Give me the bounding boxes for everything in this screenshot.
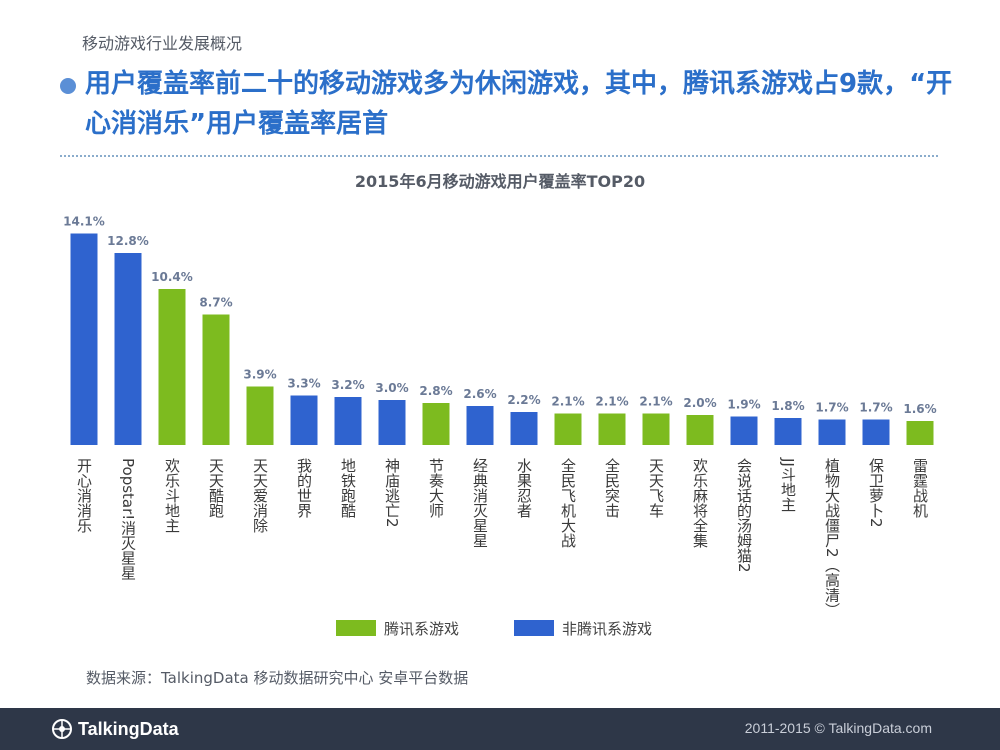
category-label-5: 天天爱消除 bbox=[251, 458, 269, 533]
legend-item-tencent: 腾讯系游戏 bbox=[336, 616, 459, 640]
value-label-15: 2.0% bbox=[683, 396, 716, 410]
value-label-4: 8.7% bbox=[199, 296, 232, 310]
category-label-19: 保卫萝卜2 bbox=[867, 458, 885, 528]
category-label-7: 地铁跑酷 bbox=[339, 458, 357, 518]
footer-logo-text: TalkingData bbox=[78, 718, 179, 739]
category-label-3: 欢乐斗地主 bbox=[163, 458, 181, 533]
value-label-17: 1.8% bbox=[771, 399, 804, 413]
footer: TalkingData 2011-2015 © TalkingData.com bbox=[0, 708, 1000, 750]
category-label-16: 会说话的汤姆猫2 bbox=[735, 458, 753, 573]
bar-18 bbox=[818, 419, 846, 445]
category-label-9: 节奏大师 bbox=[427, 458, 445, 518]
bar-3 bbox=[158, 289, 186, 445]
legend-swatch-non-tencent bbox=[514, 620, 554, 636]
category-label-11: 水果忍者 bbox=[515, 458, 533, 518]
bar-19 bbox=[862, 419, 890, 445]
bar-12 bbox=[554, 413, 582, 445]
bar-20 bbox=[906, 421, 934, 445]
value-label-12: 2.1% bbox=[551, 395, 584, 409]
category-label-4: 天天酷跑 bbox=[207, 458, 225, 518]
bar-11 bbox=[510, 412, 538, 445]
value-label-8: 3.0% bbox=[375, 381, 408, 395]
bar-8 bbox=[378, 400, 406, 445]
headline: 用户覆盖率前二十的移动游戏多为休闲游戏，其中，腾讯系游戏占9款，“开心消消乐”用… bbox=[85, 69, 953, 139]
talkingdata-logo-icon bbox=[52, 719, 72, 739]
legend: 腾讯系游戏 非腾讯系游戏 bbox=[0, 616, 1000, 640]
value-label-14: 2.1% bbox=[639, 395, 672, 409]
bar-9 bbox=[422, 403, 450, 445]
value-label-16: 1.9% bbox=[727, 398, 760, 412]
value-label-6: 3.3% bbox=[287, 377, 320, 391]
bar-16 bbox=[730, 416, 758, 445]
headline-bullet-icon bbox=[60, 78, 76, 94]
bar-10 bbox=[466, 406, 494, 445]
bar-4 bbox=[202, 314, 230, 445]
bar-1 bbox=[70, 233, 98, 445]
bar-5 bbox=[246, 386, 274, 445]
category-label-18: 植物大战僵尸2（高清） bbox=[823, 458, 841, 618]
value-label-5: 3.9% bbox=[243, 368, 276, 382]
bar-13 bbox=[598, 413, 626, 445]
bar-chart: 14.1% 开心消消乐 12.8% Popstar!消灭星星 10.4% 欢乐斗地主 8.7… bbox=[63, 215, 936, 618]
category-label-13: 全民突击 bbox=[603, 457, 621, 518]
legend-label-non-tencent: 非腾讯系游戏 bbox=[562, 619, 653, 638]
value-label-13: 2.1% bbox=[595, 395, 628, 409]
category-label-8: 神庙逃亡2 bbox=[383, 458, 401, 528]
value-label-10: 2.6% bbox=[463, 387, 496, 401]
category-label-17: JJ斗地主 bbox=[779, 457, 797, 512]
divider bbox=[60, 155, 938, 157]
value-label-3: 10.4% bbox=[151, 270, 193, 284]
legend-item-non-tencent: 非腾讯系游戏 bbox=[514, 616, 652, 640]
category-label-14: 天天飞车 bbox=[647, 458, 665, 518]
value-label-11: 2.2% bbox=[507, 393, 540, 407]
bar-2 bbox=[114, 253, 142, 445]
value-label-20: 1.6% bbox=[903, 402, 936, 416]
value-label-19: 1.7% bbox=[859, 401, 892, 415]
bar-17 bbox=[774, 418, 802, 445]
bar-14 bbox=[642, 413, 670, 445]
category-label-12: 全民飞机大战 bbox=[559, 457, 577, 549]
category-label-20: 雷霆战机 bbox=[911, 458, 929, 519]
value-label-7: 3.2% bbox=[331, 378, 364, 392]
data-source-note: 数据来源：TalkingData 移动数据研究中心 安卓平台数据 bbox=[86, 669, 469, 687]
value-label-18: 1.7% bbox=[815, 401, 848, 415]
chart-title: 2015年6月移动游戏用户覆盖率TOP20 bbox=[354, 172, 646, 191]
bar-15 bbox=[686, 415, 714, 445]
legend-swatch-tencent bbox=[336, 620, 376, 636]
section-label: 移动游戏行业发展概况 bbox=[82, 34, 243, 53]
value-label-9: 2.8% bbox=[419, 384, 452, 398]
category-label-6: 我的世界 bbox=[295, 458, 313, 518]
category-label-2: Popstar!消灭星星 bbox=[119, 458, 137, 580]
value-label-2: 12.8% bbox=[107, 234, 149, 248]
bar-6 bbox=[290, 395, 318, 445]
footer-logo: TalkingData bbox=[52, 717, 179, 741]
category-label-10: 经典消灭星星 bbox=[471, 458, 489, 548]
category-label-1: 开心消消乐 bbox=[75, 458, 93, 533]
footer-copyright: 2011-2015 © TalkingData.com bbox=[744, 720, 932, 736]
bar-7 bbox=[334, 397, 362, 445]
value-label-1: 14.1% bbox=[63, 215, 105, 229]
legend-label-tencent: 腾讯系游戏 bbox=[384, 619, 460, 638]
category-label-15: 欢乐麻将全集 bbox=[691, 458, 709, 548]
